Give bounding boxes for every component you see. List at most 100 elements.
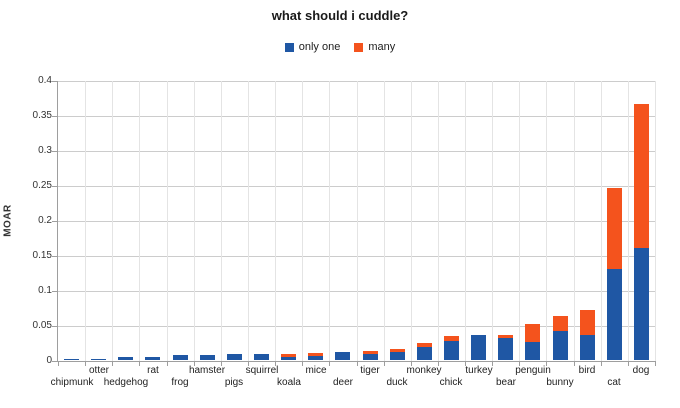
bar-cat (607, 188, 622, 360)
gridline-horizontal (58, 256, 655, 257)
bar-segment-many (634, 104, 649, 248)
gridline-vertical (574, 81, 575, 361)
x-tick (302, 362, 303, 366)
bar-rat (145, 357, 160, 360)
x-label-chick: chick (439, 377, 463, 388)
bar-segment-only-one (91, 359, 106, 360)
bar-segment-only-one (390, 352, 405, 360)
y-tick (52, 151, 57, 152)
bar-penguin (525, 324, 540, 360)
bar-bear (498, 335, 513, 360)
y-tick (52, 291, 57, 292)
legend-item-many: many (354, 41, 395, 53)
gridline-vertical (329, 81, 330, 361)
x-label-rat: rat (147, 365, 159, 376)
y-tick (52, 186, 57, 187)
legend-label-many: many (368, 41, 396, 53)
x-label-turkey: turkey (465, 365, 493, 376)
y-tick (52, 116, 57, 117)
bar-segment-only-one (417, 347, 432, 360)
bar-segment-only-one (227, 354, 242, 360)
x-label-dog: dog (632, 365, 650, 376)
gridline-horizontal (58, 151, 655, 152)
x-tick (384, 362, 385, 366)
gridline-horizontal (58, 186, 655, 187)
y-tick (52, 81, 57, 82)
bar-segment-only-one (363, 354, 378, 360)
bar-segment-only-one (525, 342, 540, 360)
bar-koala (281, 354, 296, 360)
x-tick (167, 362, 168, 366)
x-tick (601, 362, 602, 366)
bar-segment-many (417, 343, 432, 347)
gridline-vertical (655, 81, 656, 361)
x-label-bunny: bunny (546, 377, 574, 388)
y-tick-label: 0.15 (32, 250, 52, 261)
bar-segment-only-one (173, 355, 188, 360)
y-tick (52, 361, 57, 362)
x-tick (194, 362, 195, 366)
bar-otter (91, 359, 106, 360)
bar-segment-many (444, 336, 459, 341)
x-label-tiger: tiger (360, 365, 380, 376)
x-tick (221, 362, 222, 366)
y-tick (52, 221, 57, 222)
x-tick (329, 362, 330, 366)
legend-label-only-one: only one (298, 41, 341, 53)
bar-segment-many (553, 316, 568, 331)
gridline-vertical (438, 81, 439, 361)
bar-segment-only-one (200, 355, 215, 360)
x-label-squirrel: squirrel (245, 365, 279, 376)
x-tick (411, 362, 412, 366)
bar-segment-many (525, 324, 540, 342)
y-axis-line (57, 81, 58, 362)
chart-title: what should i cuddle? (271, 8, 409, 23)
gridline-vertical (85, 81, 86, 361)
bar-segment-only-one (64, 359, 79, 360)
x-label-bear: bear (495, 377, 516, 388)
y-tick-label: 0.05 (32, 320, 52, 331)
bar-mice (308, 353, 323, 360)
bar-segment-only-one (471, 335, 486, 360)
bar-segment-only-one (498, 338, 513, 360)
y-tick (52, 256, 57, 257)
y-tick-label: 0.3 (38, 145, 52, 156)
bar-segment-only-one (444, 341, 459, 360)
x-tick (112, 362, 113, 366)
bar-dog (634, 104, 649, 360)
bar-segment-only-one (580, 335, 595, 360)
bar-segment-many (363, 351, 378, 354)
x-tick (546, 362, 547, 366)
y-tick-label: 0.25 (32, 180, 52, 191)
x-tick (58, 362, 59, 366)
bar-duck (390, 349, 405, 360)
bar-segment-many (308, 353, 323, 356)
bar-segment-many (498, 335, 513, 338)
gridline-vertical (139, 81, 140, 361)
gridline-vertical (112, 81, 113, 361)
legend-item-only-one: only one (284, 41, 341, 53)
x-axis-line (57, 361, 656, 362)
bar-tiger (363, 351, 378, 360)
gridline-horizontal (58, 326, 655, 327)
x-label-frog: frog (171, 377, 189, 388)
bar-bird (580, 310, 595, 360)
x-tick (655, 362, 656, 366)
legend-swatch-only-one-icon (284, 42, 294, 52)
plot-area: 0 0.05 0.1 0.15 0.2 0.25 0.3 0.35 0.4 chipmunk ott… (33, 76, 656, 388)
x-label-koala: koala (277, 377, 301, 388)
bar-segment-only-one (308, 356, 323, 360)
gridline-vertical (601, 81, 602, 361)
bar-segment-only-one (607, 269, 622, 360)
gridline-vertical (628, 81, 629, 361)
bar-segment-only-one (254, 354, 269, 360)
legend: only one many (0, 41, 680, 53)
x-tick (275, 362, 276, 366)
gridline-horizontal (58, 291, 655, 292)
x-label-pigs: pigs (224, 377, 244, 388)
gridline-vertical (546, 81, 547, 361)
gridline-vertical (465, 81, 466, 361)
y-tick (52, 326, 57, 327)
x-label-monkey: monkey (406, 365, 442, 376)
gridline-vertical (357, 81, 358, 361)
